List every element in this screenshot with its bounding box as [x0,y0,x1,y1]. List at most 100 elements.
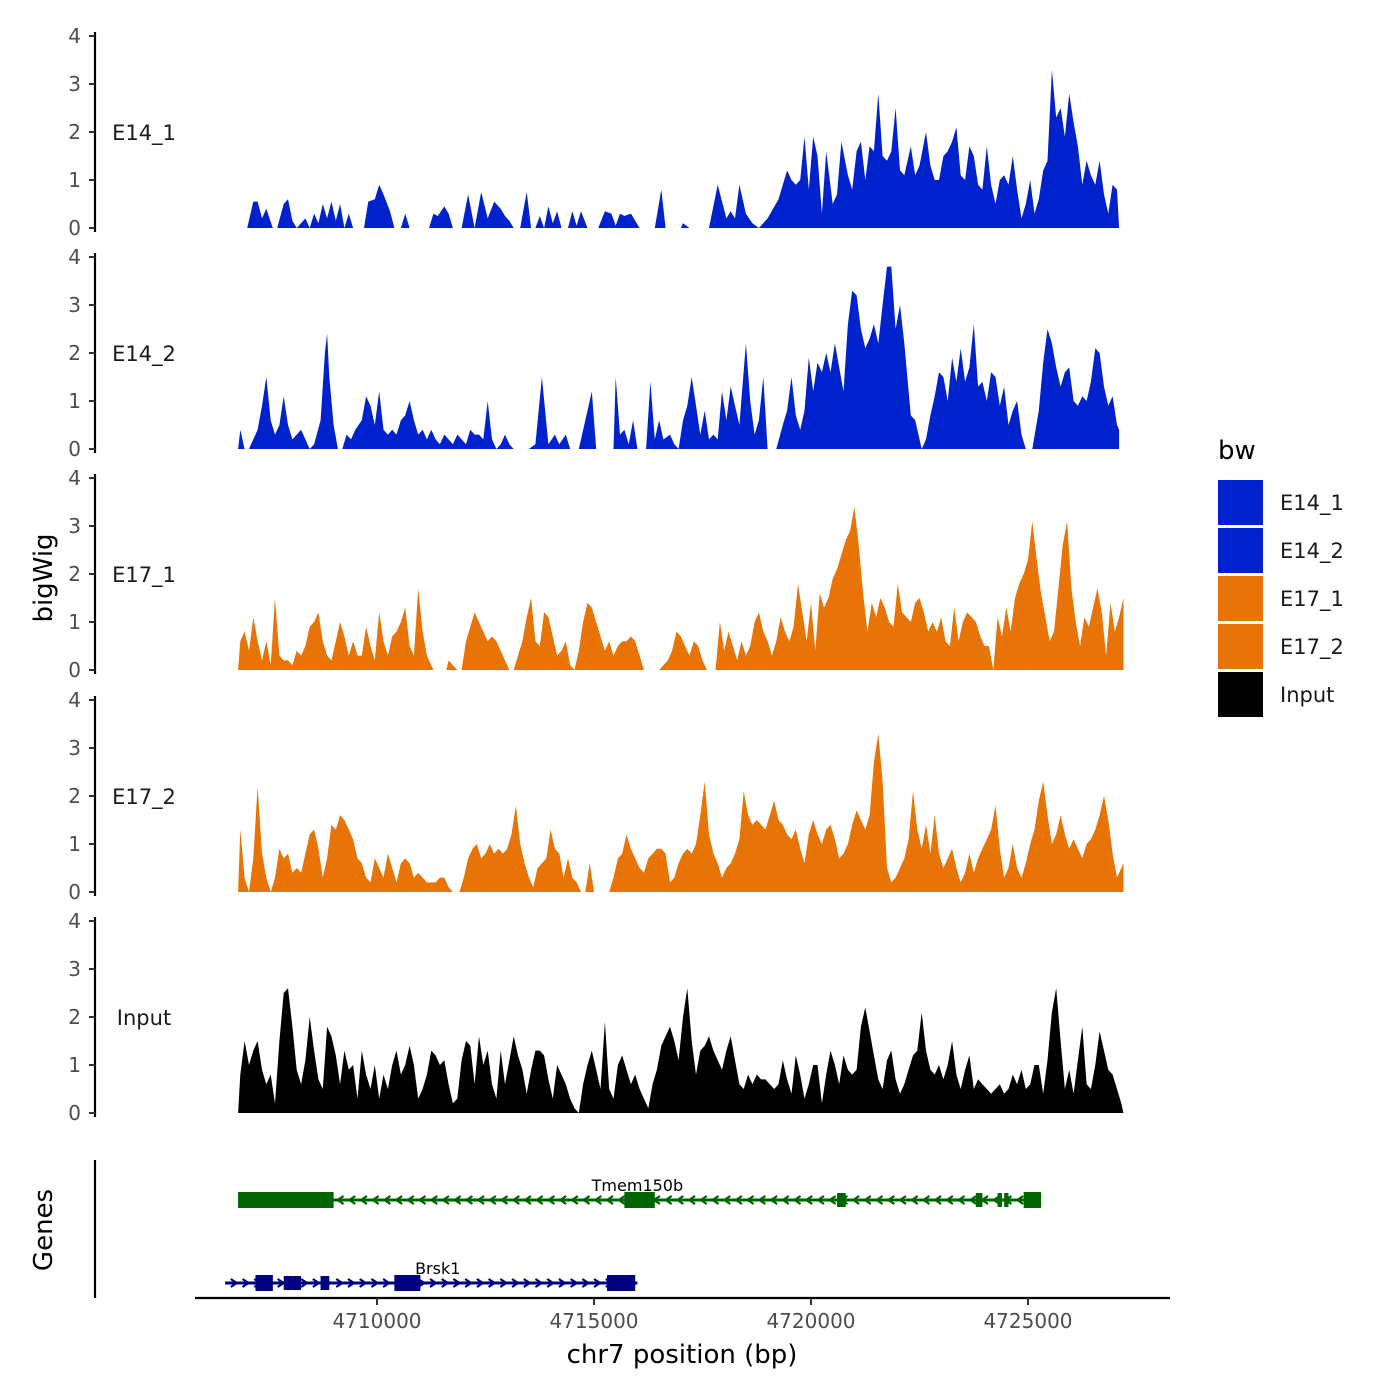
chevron-left-icon [452,1195,462,1205]
chevron-right-icon [300,1278,310,1288]
gene-exon [394,1275,421,1291]
chevron-left-icon [827,1195,837,1205]
chevron-left-icon [335,1195,345,1205]
chevron-right-icon [277,1278,286,1288]
track-label: E17_2 [112,785,176,810]
y-tick-label: 2 [68,120,81,144]
chevron-left-icon [792,1195,802,1205]
chevron-right-icon [452,1278,462,1288]
chevron-left-icon [441,1195,450,1205]
y-tick-label: 0 [68,1101,81,1125]
legend-label: E14_2 [1280,539,1344,564]
y-tick-label: 0 [68,216,81,240]
chevron-left-icon [733,1195,743,1205]
gene-exon [283,1276,293,1290]
chevron-left-icon [968,1195,977,1205]
chevron-right-icon [476,1278,485,1288]
chevron-right-icon [370,1278,380,1288]
legend-swatch-e14-1 [1218,480,1263,525]
chevron-right-icon [499,1278,509,1288]
signal-area-e17-2 [238,733,1124,892]
gene-exon [975,1193,983,1207]
chevron-left-icon [593,1195,602,1205]
chevron-left-icon [558,1195,567,1205]
chevron-left-icon [862,1195,872,1205]
chevron-left-icon [874,1195,884,1205]
track-label: E14_2 [112,342,176,367]
x-axis-title: chr7 position (bp) [567,1340,798,1370]
chevron-left-icon [722,1195,731,1205]
legend-label: Input [1280,683,1334,707]
y-tick-label: 1 [68,168,81,192]
chevron-left-icon [687,1195,696,1205]
y-tick-label: 1 [68,389,81,413]
chevron-right-icon [241,1278,251,1288]
y-tick-label: 2 [68,562,81,586]
y-tick-label: 3 [68,293,81,317]
genes-track: Tmem150b Brsk1 [93,1160,1042,1298]
y-tick-label: 4 [68,688,81,712]
chevron-right-icon [569,1278,579,1288]
track-label: E14_1 [112,121,176,146]
x-axis: 4710000 4715000 4720000 4725000 [195,1296,1170,1333]
chevron-left-icon [394,1195,403,1205]
gene-tmem150b: Tmem150b [238,1176,1042,1208]
chevron-right-icon [511,1278,520,1288]
y-axis-title: bigWig [29,533,59,622]
legend-title: bw [1218,436,1256,466]
gene-label: Brsk1 [415,1259,460,1278]
y-tick-label: 4 [68,466,81,490]
chevron-left-icon [944,1195,954,1205]
chevron-right-icon [335,1278,345,1288]
y-tick-label: 4 [68,245,81,269]
chevron-left-icon [429,1195,438,1205]
chevron-right-icon [534,1278,544,1288]
chevron-left-icon [769,1195,778,1205]
legend-label: E14_1 [1280,491,1344,516]
chevron-right-icon [487,1278,497,1288]
x-tick-label: 4720000 [766,1309,855,1333]
chevron-left-icon [1015,1195,1024,1205]
chevron-left-icon [605,1195,614,1205]
chevron-left-icon [745,1195,755,1205]
y-tick-label: 4 [68,909,81,933]
chevron-left-icon [405,1195,415,1205]
chevron-left-icon [815,1195,825,1205]
track-e14-2: 0 1 2 3 4 E14_2 [68,245,1120,461]
chevron-left-icon [780,1195,790,1205]
gene-exon [1023,1192,1042,1208]
chevron-left-icon [370,1195,380,1205]
track-e14-1: 0 1 2 3 4 E14_1 [68,24,1120,240]
x-tick-label: 4725000 [983,1309,1072,1333]
y-tick-label: 1 [68,832,81,856]
legend-swatch-e17-1 [1218,576,1263,621]
chevron-right-icon [464,1278,474,1288]
chevron-left-icon [909,1195,919,1205]
y-tick-label: 0 [68,880,81,904]
chevron-left-icon [464,1195,474,1205]
signal-tracks: 0 1 2 3 4 E14_1 0 1 2 3 4 E14_2 0 1 2 3 4 E17_1 0 1 2 3 4 E17_2… [68,24,1124,1125]
gene-exon [997,1193,1002,1207]
chevron-left-icon [534,1195,544,1205]
y-tick-label: 0 [68,658,81,682]
chevron-right-icon [359,1278,368,1288]
signal-area-e14-2 [238,266,1120,449]
chevron-left-icon [511,1195,520,1205]
x-tick-label: 4715000 [549,1309,638,1333]
y-tick-label: 3 [68,514,81,538]
y-tick-label: 3 [68,957,81,981]
track-label: E17_1 [112,563,176,588]
chevron-left-icon [358,1195,368,1205]
chevron-left-icon [581,1195,591,1205]
chevron-left-icon [523,1195,532,1205]
y-tick-label: 1 [68,610,81,634]
legend-swatch-e17-2 [1218,624,1263,669]
chevron-left-icon [956,1195,966,1205]
chevron-right-icon [593,1278,603,1288]
gene-exon [320,1276,330,1290]
chevron-left-icon [675,1195,684,1205]
gene-exon [607,1275,636,1291]
gene-exon [1004,1193,1009,1207]
signal-area-e14-1 [247,69,1120,228]
track-e17-1: 0 1 2 3 4 E17_1 [68,466,1124,682]
